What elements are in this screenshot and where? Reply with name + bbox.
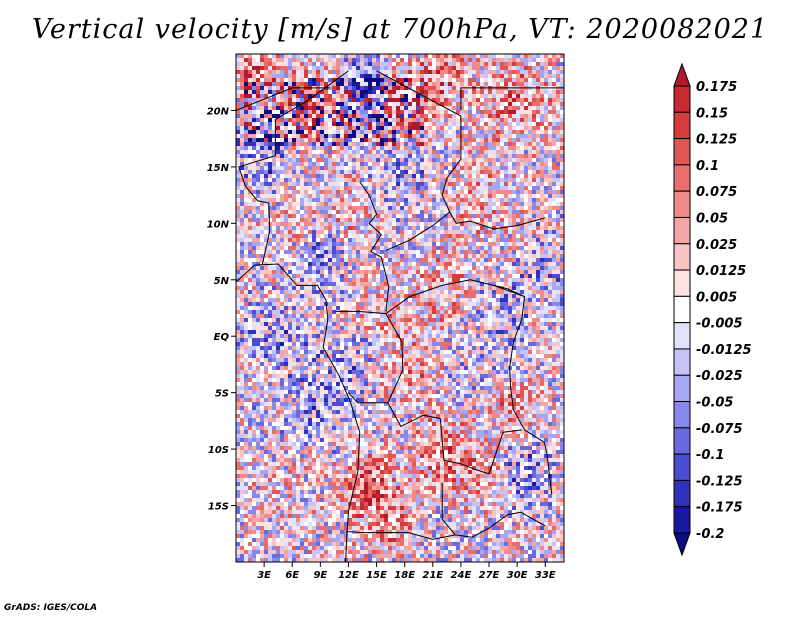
border-angola-zambia: [441, 483, 456, 536]
colorbar-label: -0.125: [696, 474, 743, 489]
colorbar-swatch: [673, 269, 691, 297]
y-tick-label: EQ: [214, 332, 230, 343]
colorbar-swatch: [673, 348, 691, 376]
colorbar-swatch: [673, 138, 691, 166]
x-tick-label: 9E: [313, 570, 327, 581]
colorbar-arrow-top: [673, 62, 691, 87]
border-angola-drc: [348, 392, 522, 475]
colorbar-swatch: [673, 295, 691, 324]
border-congo-drc: [385, 313, 404, 404]
y-tick-label: 15N: [207, 163, 230, 174]
colorbar-label: 0.0125: [696, 264, 746, 279]
x-tick-label: 15E: [366, 570, 387, 581]
colorbar-swatch: [673, 164, 691, 192]
y-axis: 20N 15N 10N 5N EQ 5S 10S 15S: [207, 106, 236, 513]
colorbar-arrow-bottom: [673, 532, 691, 557]
map-frame: [235, 53, 565, 563]
colorbar-label: 0.125: [696, 133, 737, 148]
y-tick-label: 5N: [214, 276, 230, 287]
colorbar-label: 0.075: [696, 185, 737, 200]
border-cameroon-east: [359, 181, 390, 312]
colorbar-label: -0.1: [696, 448, 724, 463]
border-algeria: [236, 87, 330, 111]
colorbar-swatch: [673, 216, 691, 245]
colorbar-label: -0.0125: [696, 343, 752, 358]
colorbar-label: -0.025: [696, 369, 743, 384]
border-chad: [376, 70, 462, 251]
colorbar-swatch: [673, 111, 691, 140]
colorbar-label: 0.005: [696, 290, 737, 305]
y-tick-label: 5S: [215, 389, 229, 400]
colorbar-label: 0.175: [696, 80, 737, 95]
x-tick-label: 12E: [338, 570, 359, 581]
colorbar-swatch: [673, 243, 691, 271]
colorbar-swatch: [673, 427, 691, 455]
colorbar-swatch: [673, 453, 691, 481]
x-tick-label: 27E: [479, 570, 500, 581]
x-tick-label: 6E: [285, 570, 299, 581]
colorbar-label: -0.05: [696, 396, 733, 411]
colorbar-label: -0.2: [696, 527, 724, 542]
colorbar-swatch: [673, 85, 691, 113]
colorbar-swatch: [673, 479, 691, 508]
x-tick-label: 18E: [394, 570, 415, 581]
border-nigeria-niger: [238, 70, 349, 266]
x-tick-label: 24E: [451, 570, 472, 581]
colorbar-swatch: [673, 506, 691, 534]
y-tick-label: 15S: [208, 502, 229, 513]
y-tick-label: 20N: [207, 106, 230, 117]
colorbar-swatch: [673, 190, 691, 218]
x-tick-label: 3E: [257, 570, 271, 581]
colorbar-swatch: [673, 374, 691, 403]
colorbar-label: -0.075: [696, 422, 743, 437]
colorbar-label: 0.025: [696, 238, 737, 253]
map-title: Vertical velocity [m/s] at 700hPa, VT: 2…: [31, 14, 769, 45]
border-sudan-egypt: [460, 87, 564, 111]
border-east-africa: [493, 284, 553, 495]
colorbar-label: 0.1: [696, 159, 719, 174]
velocity-field: [236, 54, 564, 562]
y-tick-label: 10S: [208, 445, 229, 456]
colorbar-swatch: [673, 322, 691, 350]
border-central-north: [335, 279, 522, 315]
grads-credit: GrADS: IGES/COLA: [4, 603, 98, 613]
x-tick-label: 21E: [422, 570, 443, 581]
x-axis: 3E 6E 9E 12E 15E 18E 21E 24E 27E 30E 33E: [257, 562, 556, 581]
colorbar-label: -0.175: [696, 501, 743, 516]
colorbar-label: 0.05: [696, 211, 728, 226]
colorbar-label: -0.005: [696, 317, 743, 332]
x-tick-label: 30E: [507, 570, 528, 581]
border-sudan-south: [449, 211, 546, 230]
colorbar: 0.175 0.15 0.125 0.1 0.075 0.05 0.025 0.0125 0.0…: [673, 62, 752, 557]
border-southern: [346, 511, 546, 540]
country-borders: [236, 70, 564, 562]
colorbar-label: 0.15: [696, 106, 728, 121]
y-tick-label: 10N: [207, 219, 230, 230]
x-tick-label: 33E: [535, 570, 556, 581]
coastline: [236, 263, 361, 562]
colorbar-swatch: [673, 401, 691, 429]
